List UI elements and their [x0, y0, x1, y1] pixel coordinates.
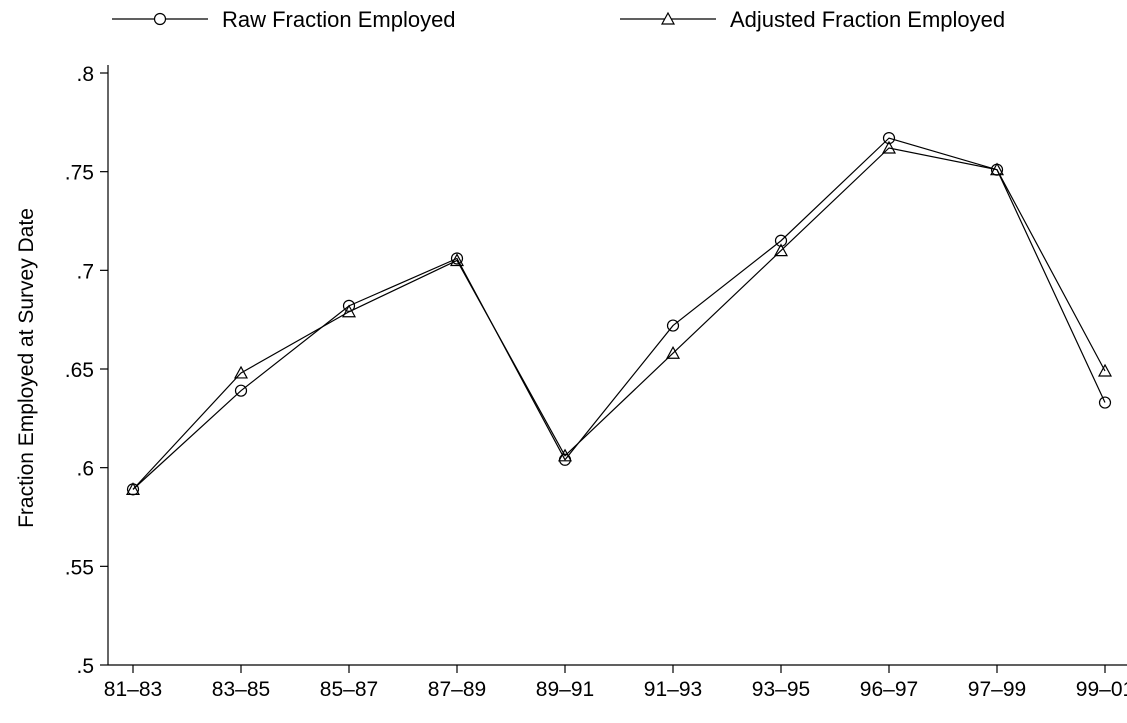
data-point-adjusted	[449, 253, 465, 267]
series-line-raw	[132, 137, 1106, 490]
y-tick-label: .55	[65, 556, 94, 579]
series-line-adjusted	[132, 147, 1106, 490]
x-tick-label: 99–01	[1076, 678, 1127, 701]
data-point-adjusted	[989, 162, 1005, 176]
data-point-raw	[234, 384, 248, 397]
x-tick-label: 96–97	[860, 678, 918, 701]
axes: .5 .55 .6 .65 .7 .75 .8 81–83 83–85 85–87 87–89 89–…	[65, 63, 1127, 701]
x-tick-label: 83–85	[212, 678, 270, 701]
data-point-adjusted	[665, 345, 681, 359]
x-tick-label: 93–95	[752, 678, 810, 701]
x-tick-label: 85–87	[320, 678, 378, 701]
legend-item-adjusted: Adjusted Fraction Employed	[620, 7, 1005, 32]
y-tick-label: .75	[65, 162, 94, 185]
data-point-adjusted	[341, 304, 357, 318]
data-point-adjusted	[773, 243, 789, 257]
data-point-adjusted	[557, 448, 573, 462]
series-adjusted	[125, 140, 1113, 495]
y-tick-label: .65	[65, 359, 94, 382]
legend-circle-marker	[153, 12, 167, 26]
data-point-raw	[450, 252, 464, 265]
y-tick-label: .7	[76, 260, 94, 283]
legend: Raw Fraction Employed Adjusted Fraction …	[112, 7, 1005, 32]
legend-label-raw: Raw Fraction Employed	[222, 7, 456, 32]
data-point-adjusted	[881, 140, 897, 154]
data-point-raw	[1098, 396, 1112, 409]
series-layer	[125, 132, 1113, 496]
x-tick-label: 81–83	[104, 678, 162, 701]
y-tick-label: .5	[76, 655, 94, 678]
y-axis-label: Fraction Employed at Survey Date	[15, 208, 38, 528]
data-point-adjusted	[233, 365, 249, 379]
series-raw	[126, 132, 1112, 496]
data-point-raw	[774, 234, 788, 247]
y-tick-label: .8	[76, 63, 94, 86]
y-tick-label: .6	[76, 458, 94, 481]
data-point-adjusted	[125, 482, 141, 495]
legend-triangle-marker	[660, 11, 676, 25]
data-point-raw	[666, 319, 680, 332]
legend-item-raw: Raw Fraction Employed	[112, 7, 456, 32]
data-point-adjusted	[1097, 363, 1113, 377]
x-tick-label: 91–93	[644, 678, 702, 701]
x-tick-label: 89–91	[536, 678, 594, 701]
x-tick-label: 87–89	[428, 678, 486, 701]
x-tick-label: 97–99	[968, 678, 1026, 701]
data-point-raw	[882, 132, 896, 145]
legend-label-adjusted: Adjusted Fraction Employed	[730, 7, 1005, 32]
